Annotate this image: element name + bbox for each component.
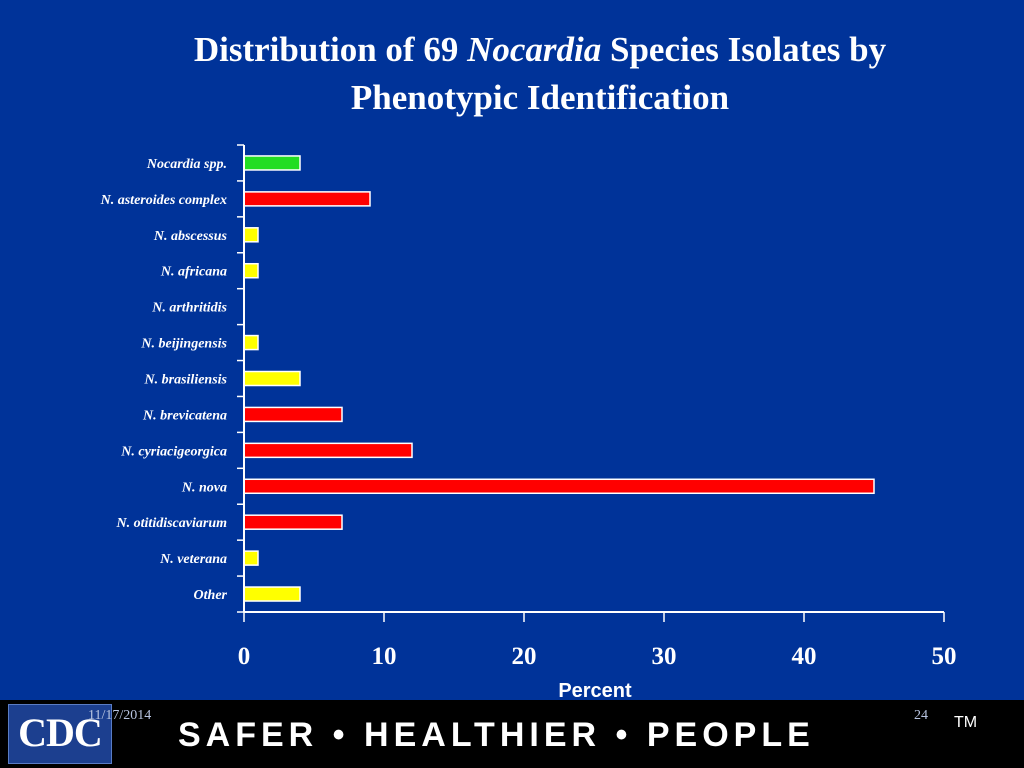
bars-group — [243, 155, 875, 602]
category-label-1: N. asteroides complex — [100, 193, 227, 208]
title-line2: Phenotypic Identification — [350, 78, 730, 117]
category-label-6: N. brasiliensis — [144, 373, 228, 388]
bar-1 — [243, 191, 371, 207]
bar-2 — [243, 227, 259, 243]
category-labels-group: Nocardia spp. N. asteroides complex N. abs… — [100, 157, 228, 603]
category-label-9: N. nova — [181, 480, 227, 495]
cdc-logo-text: CDC — [18, 710, 103, 755]
title-italic: Nocardia — [467, 30, 602, 69]
bar-12 — [243, 586, 301, 602]
footer-date: 11/17/2014 — [88, 708, 152, 723]
tagline: SAFER • HEALTHIER • PEOPLE — [178, 716, 815, 754]
bar-3 — [243, 262, 259, 279]
footer-bar: CDC 11/17/2014 24 SAFER • HEALTHIER • PE… — [0, 700, 1024, 768]
x-axis-label: Percent — [558, 680, 632, 700]
x-tick-label-2: 20 — [512, 643, 537, 670]
bar-10 — [243, 514, 343, 530]
page-number: 24 — [914, 708, 928, 723]
title-part1: Distribution of 69 — [193, 30, 468, 69]
category-label-8: N. cyriacigeorgica — [120, 444, 227, 459]
bar-0 — [243, 155, 301, 171]
x-tick-label-1: 10 — [372, 643, 397, 670]
title-part2: Species Isolates by — [601, 30, 887, 69]
category-label-12: Other — [194, 588, 228, 603]
category-label-2: N. abscessus — [153, 229, 228, 244]
bar-5 — [243, 334, 259, 351]
category-label-0: Nocardia spp. — [146, 157, 227, 172]
category-label-5: N. beijingensis — [140, 337, 227, 352]
bar-chart: Nocardia spp. N. asteroides complex N. abs… — [100, 144, 957, 700]
x-tick-label-5: 50 — [932, 643, 957, 670]
axes-group — [237, 144, 945, 622]
category-label-10: N. otitidiscaviarum — [116, 516, 228, 531]
bar-11 — [243, 550, 259, 566]
category-label-7: N. brevicatena — [142, 408, 227, 423]
x-tick-label-3: 30 — [652, 643, 677, 670]
bar-8 — [243, 442, 413, 459]
x-tick-label-0: 0 — [238, 643, 251, 670]
category-label-3: N. africana — [160, 265, 227, 280]
bar-7 — [243, 406, 343, 423]
category-label-4: N. arthritidis — [151, 301, 227, 316]
trademark-mark: TM — [954, 714, 978, 731]
bar-9 — [243, 478, 875, 495]
slide-title: Distribution of 69 Nocardia Species Isol… — [100, 26, 980, 122]
x-tick-labels-group: 0 10 20 30 40 50 — [238, 643, 957, 670]
bar-6 — [243, 370, 301, 387]
category-label-11: N. veterana — [159, 552, 227, 567]
x-tick-label-4: 40 — [792, 643, 817, 670]
cdc-logo: CDC — [8, 704, 112, 764]
